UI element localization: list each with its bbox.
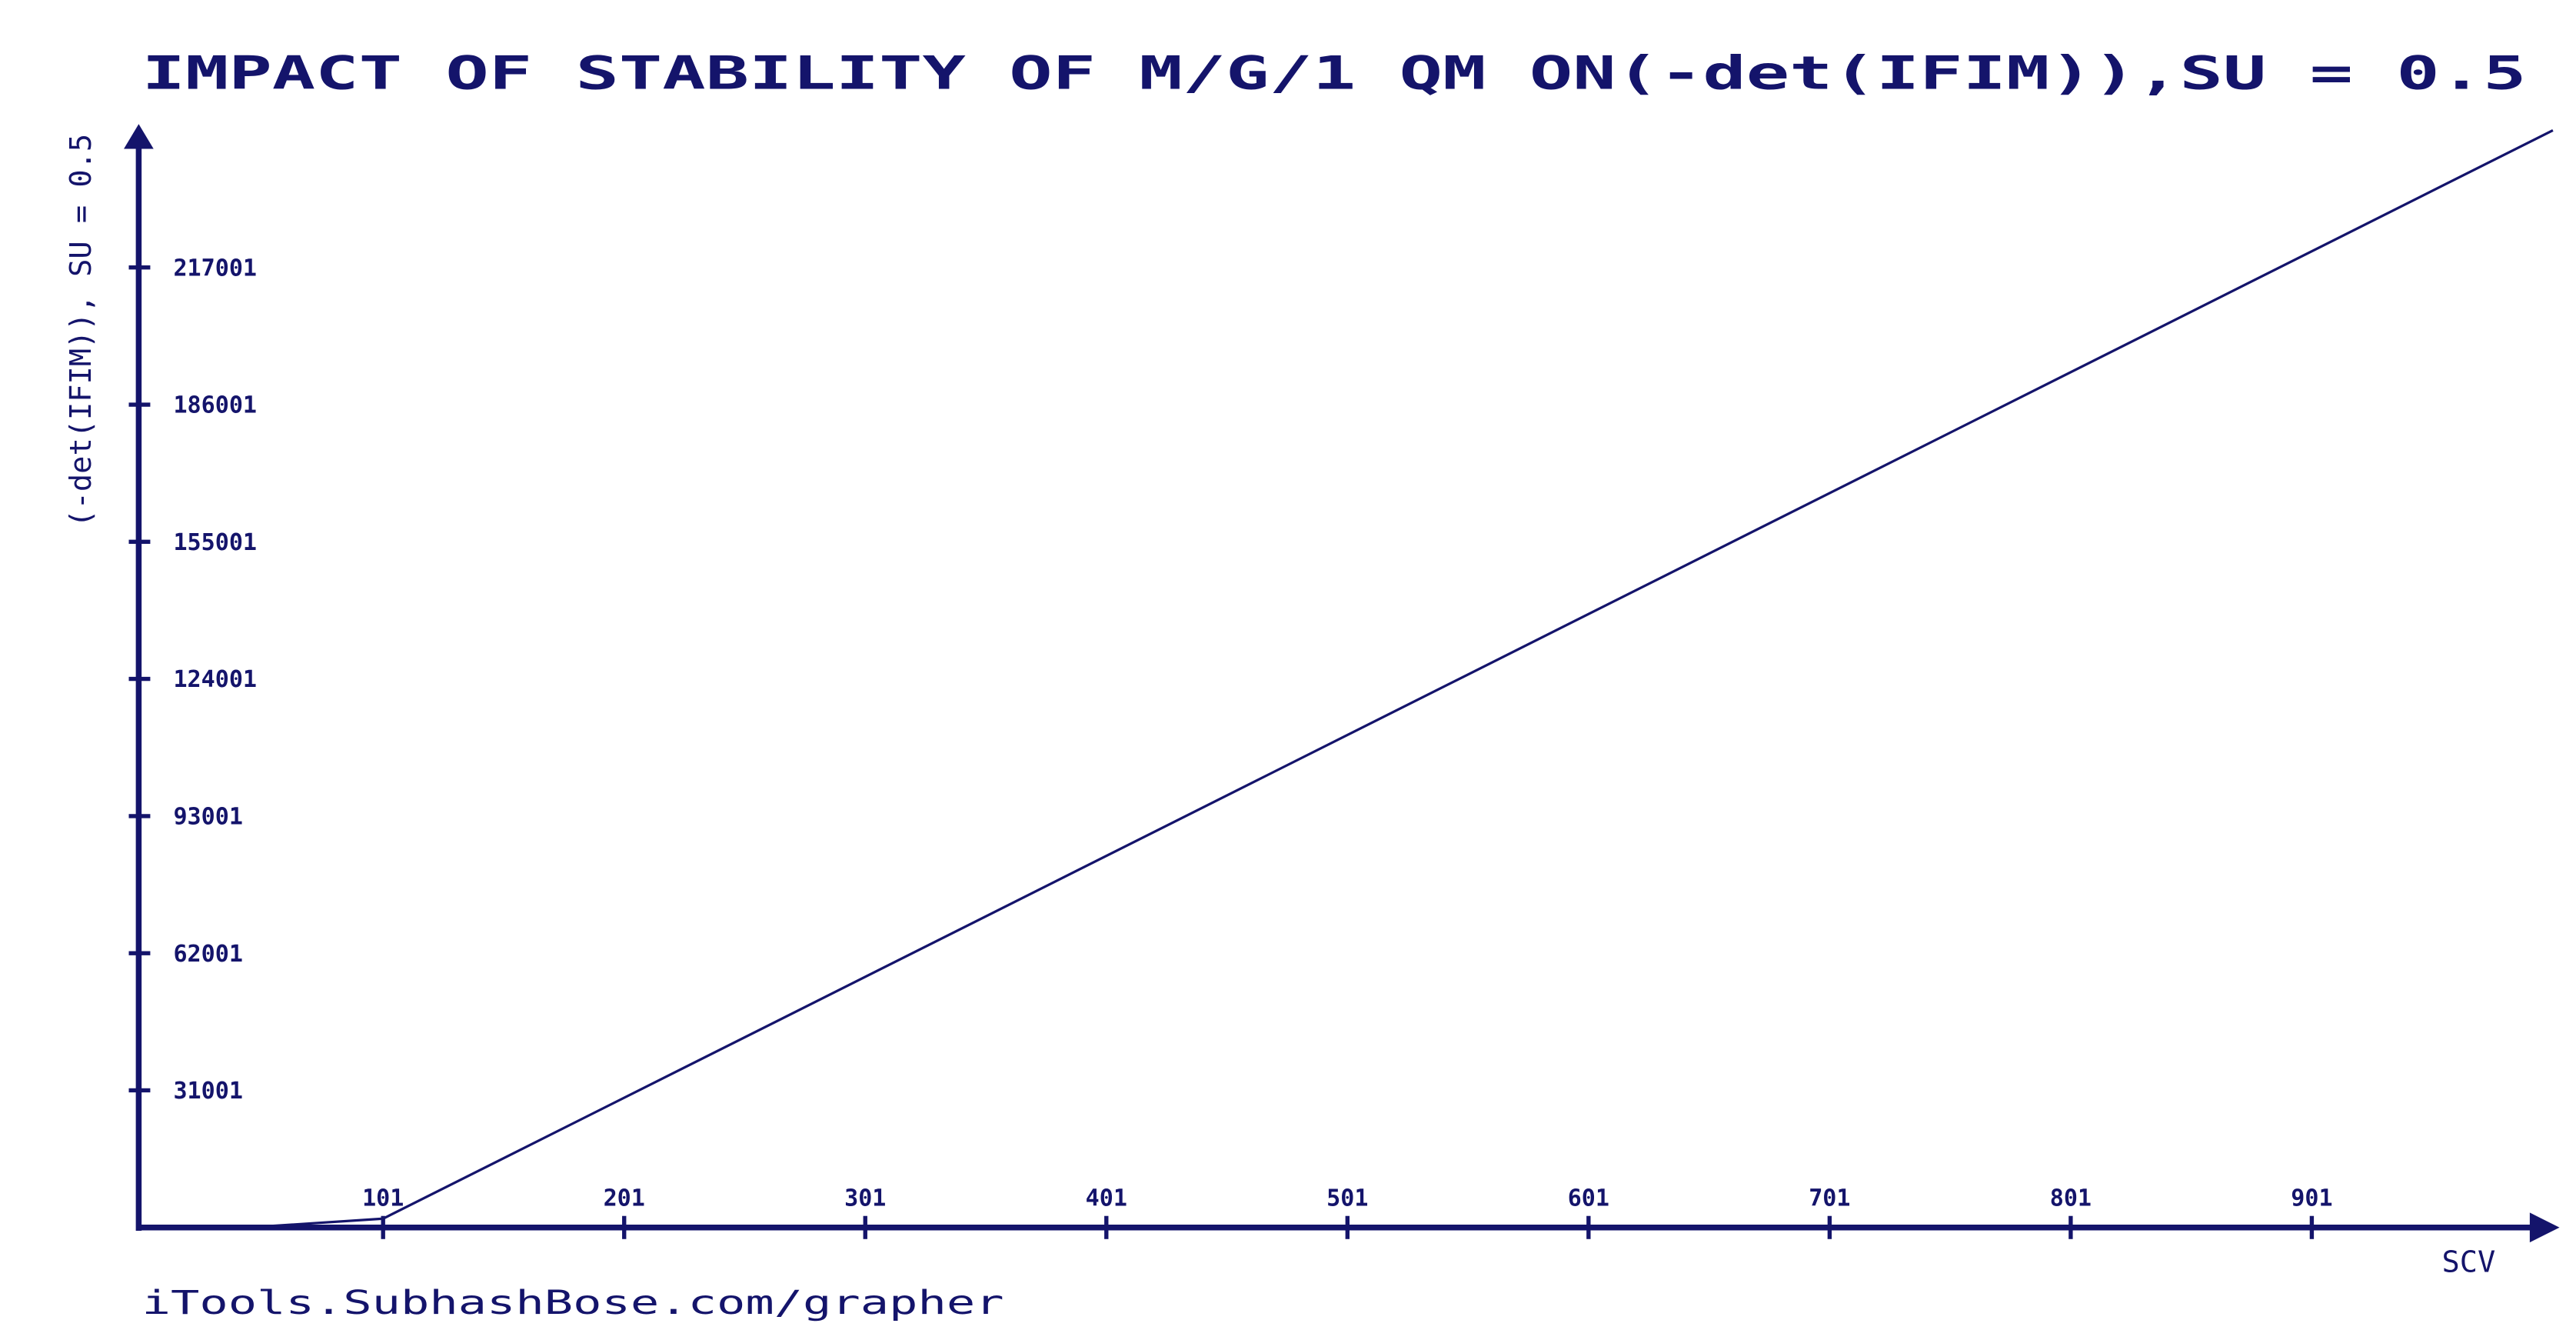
x-tick-label: 901 [2291,1185,2332,1212]
x-tick-label: 301 [844,1185,886,1212]
x-tick-label: 401 [1086,1185,1127,1212]
y-tick-label: 31001 [173,1078,242,1105]
chart-title: IMPACT OF STABILITY OF M/G/1 QM ON(-det(… [142,47,2527,101]
x-tick-label: 201 [604,1185,645,1212]
y-tick-label: 62001 [173,941,242,968]
y-tick-label: 186001 [173,392,257,419]
y-tick-label: 155001 [173,529,257,556]
x-axis-arrow [2529,1212,2560,1243]
y-axis-arrow [124,124,154,149]
x-tick-label: 501 [1326,1185,1368,1212]
data-line [248,128,2554,1229]
x-tick-label: 601 [1568,1185,1609,1212]
y-axis-label: (-det(IFIM)), SU = 0.5 [64,134,98,528]
x-tick-label: 801 [2050,1185,2092,1212]
x-tick-label: 701 [1809,1185,1850,1212]
x-axis-label: SCV [2442,1245,2496,1280]
y-tick-label: 124001 [173,666,257,693]
source-note: iTools.SubhashBose.com/grapher [142,1284,1004,1322]
x-tick-label: 101 [362,1185,404,1212]
y-tick-label: 217001 [173,255,257,282]
y-tick-label: 93001 [173,804,242,831]
